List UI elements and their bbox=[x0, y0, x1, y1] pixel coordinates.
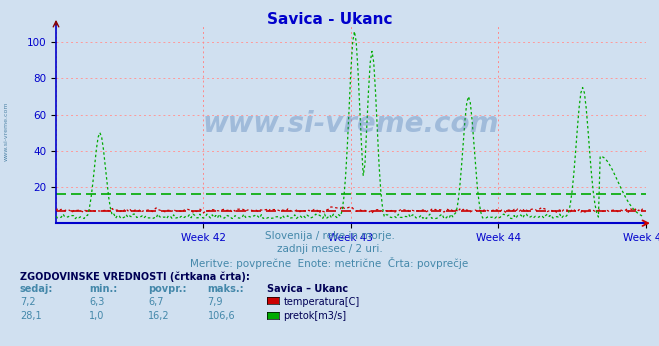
Text: maks.:: maks.: bbox=[208, 284, 244, 294]
Text: Savica - Ukanc: Savica - Ukanc bbox=[267, 12, 392, 27]
Text: www.si-vreme.com: www.si-vreme.com bbox=[203, 110, 499, 138]
Text: 106,6: 106,6 bbox=[208, 311, 235, 321]
Text: ZGODOVINSKE VREDNOSTI (črtkana črta):: ZGODOVINSKE VREDNOSTI (črtkana črta): bbox=[20, 272, 250, 282]
Text: Meritve: povprečne  Enote: metrične  Črta: povprečje: Meritve: povprečne Enote: metrične Črta:… bbox=[190, 257, 469, 269]
Text: 6,7: 6,7 bbox=[148, 297, 164, 307]
Text: temperatura[C]: temperatura[C] bbox=[283, 297, 360, 307]
Text: pretok[m3/s]: pretok[m3/s] bbox=[283, 311, 347, 321]
Text: 1,0: 1,0 bbox=[89, 311, 104, 321]
Text: 7,2: 7,2 bbox=[20, 297, 36, 307]
Text: 7,9: 7,9 bbox=[208, 297, 223, 307]
Text: sedaj:: sedaj: bbox=[20, 284, 53, 294]
Text: zadnji mesec / 2 uri.: zadnji mesec / 2 uri. bbox=[277, 244, 382, 254]
Text: 16,2: 16,2 bbox=[148, 311, 170, 321]
Text: 28,1: 28,1 bbox=[20, 311, 42, 321]
Text: 6,3: 6,3 bbox=[89, 297, 104, 307]
Text: min.:: min.: bbox=[89, 284, 117, 294]
Text: Slovenija / reke in morje.: Slovenija / reke in morje. bbox=[264, 231, 395, 241]
Text: povpr.:: povpr.: bbox=[148, 284, 186, 294]
Text: Savica – Ukanc: Savica – Ukanc bbox=[267, 284, 348, 294]
Text: www.si-vreme.com: www.si-vreme.com bbox=[4, 102, 9, 161]
